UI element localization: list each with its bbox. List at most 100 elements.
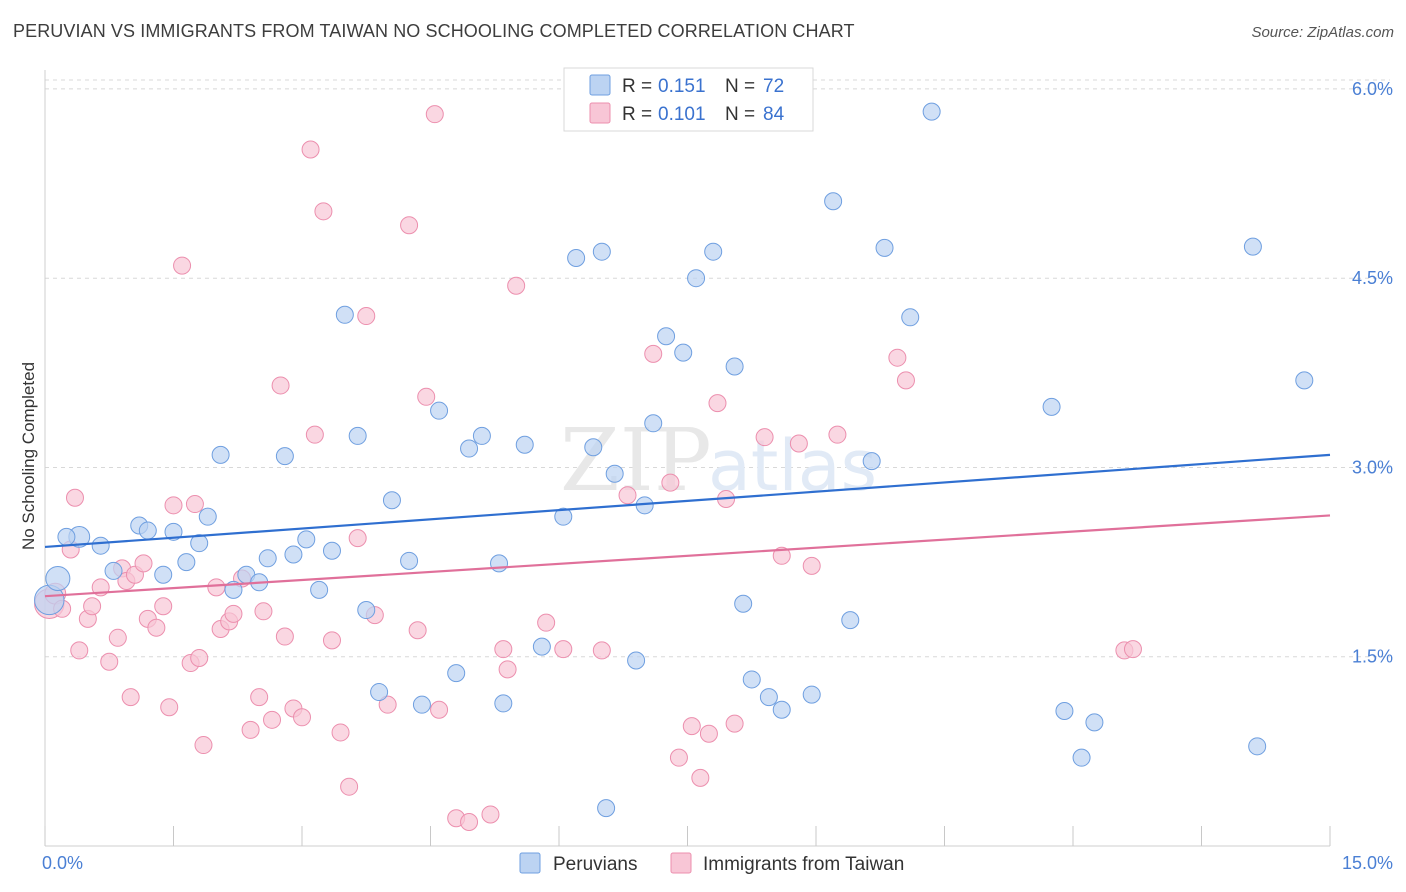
legend-n-label-1: N = [725, 104, 755, 125]
point-taiwan-21 [173, 256, 192, 275]
y-tick-label-2: 4.5% [1352, 268, 1393, 288]
point-taiwan-10 [108, 628, 127, 647]
legend-r-label-1: R = [622, 104, 652, 125]
point-taiwan-48 [378, 695, 397, 714]
point-taiwan-61 [554, 640, 573, 659]
point-taiwan-46 [357, 307, 376, 326]
point-taiwan-7 [83, 597, 102, 616]
point-peruvians-59 [862, 452, 881, 471]
point-peruvians-42 [597, 799, 616, 818]
point-taiwan-72 [725, 714, 744, 733]
series-taiwan-points [34, 105, 1142, 832]
point-taiwan-40 [305, 425, 324, 444]
point-taiwan-73 [755, 428, 774, 447]
point-taiwan-75 [789, 434, 808, 453]
point-peruvians-9 [164, 522, 183, 541]
bottom-legend-label-peruvians: Peruvians [553, 854, 638, 875]
point-taiwan-44 [340, 777, 359, 796]
point-taiwan-50 [408, 621, 427, 640]
chart-title: PERUVIAN VS IMMIGRANTS FROM TAIWAN NO SC… [13, 21, 855, 41]
point-peruvians-55 [772, 700, 791, 719]
point-peruvians-21 [310, 580, 329, 599]
point-taiwan-60 [537, 613, 556, 632]
y-tick-label-1: 3.0% [1352, 457, 1393, 477]
point-peruvians-1 [45, 565, 71, 592]
y-axis-title: No Schooling Completed [19, 362, 38, 550]
trend-line-peruvians [44, 453, 1331, 549]
point-peruvians-25 [357, 601, 376, 620]
point-peruvians-61 [901, 308, 920, 327]
bottom-legend: Peruvians Immigrants from Taiwan [519, 852, 904, 875]
point-taiwan-24 [190, 648, 209, 667]
point-peruvians-47 [657, 327, 676, 346]
series-peruvians-points [34, 102, 1314, 818]
point-taiwan-42 [322, 631, 341, 650]
point-peruvians-44 [627, 651, 646, 670]
point-taiwan-49 [400, 216, 419, 235]
point-taiwan-51 [417, 387, 436, 406]
point-taiwan-62 [592, 641, 611, 660]
point-peruvians-51 [725, 357, 744, 376]
point-taiwan-70 [708, 394, 727, 413]
point-taiwan-79 [896, 371, 915, 390]
point-peruvians-29 [412, 695, 431, 714]
point-peruvians-58 [841, 611, 860, 630]
point-peruvians-65 [1072, 748, 1091, 767]
point-peruvians-11 [190, 534, 209, 553]
point-taiwan-52 [425, 105, 444, 124]
trend-line-taiwan [44, 514, 1331, 598]
x-tick-label-1: 15.0% [1342, 853, 1393, 873]
point-taiwan-59 [507, 276, 526, 295]
point-peruvians-52 [734, 594, 753, 613]
point-peruvians-36 [515, 435, 534, 454]
point-peruvians-34 [490, 554, 509, 573]
point-taiwan-77 [828, 425, 847, 444]
point-peruvians-18 [275, 447, 294, 466]
point-peruvians-17 [258, 549, 277, 568]
point-taiwan-43 [331, 723, 350, 742]
point-taiwan-78 [888, 348, 907, 367]
point-peruvians-23 [335, 305, 354, 324]
point-taiwan-35 [271, 376, 290, 395]
point-taiwan-29 [224, 604, 243, 623]
point-taiwan-23 [185, 495, 204, 514]
bottom-legend-swatch-peruvians [519, 852, 541, 874]
point-peruvians-49 [687, 269, 706, 288]
point-peruvians-43 [605, 464, 624, 483]
y-tick-label-3: 6.0% [1352, 79, 1393, 99]
point-peruvians-38 [554, 507, 573, 526]
point-peruvians-7 [138, 521, 157, 540]
point-taiwan-26 [207, 578, 226, 597]
point-taiwan-53 [430, 700, 449, 719]
point-peruvians-48 [674, 343, 693, 362]
point-taiwan-81 [1123, 640, 1142, 659]
point-taiwan-65 [661, 473, 680, 492]
point-taiwan-5 [70, 641, 89, 660]
legend-n-value-1: 84 [763, 104, 785, 125]
point-peruvians-31 [447, 664, 466, 683]
point-taiwan-9 [100, 652, 119, 671]
bottom-legend-swatch-taiwan [670, 852, 692, 874]
point-peruvians-62 [922, 102, 941, 121]
legend-r-value-0: 0.151 [658, 76, 706, 97]
legend-r-value-1: 0.101 [658, 104, 706, 125]
point-taiwan-18 [154, 597, 173, 616]
point-peruvians-24 [348, 426, 367, 445]
point-taiwan-17 [147, 618, 166, 637]
point-peruvians-41 [592, 242, 611, 261]
point-peruvians-37 [532, 637, 551, 656]
point-taiwan-33 [254, 602, 273, 621]
point-peruvians-32 [460, 439, 479, 458]
point-peruvians-12 [198, 507, 217, 526]
point-peruvians-13 [211, 445, 230, 464]
point-taiwan-45 [348, 529, 367, 548]
x-ticks [44, 826, 1331, 846]
point-taiwan-68 [691, 768, 710, 787]
point-taiwan-55 [460, 813, 479, 832]
y-tick-labels: 1.5% 3.0% 4.5% 6.0% [1352, 79, 1393, 667]
legend-swatch-taiwan [589, 102, 611, 124]
point-taiwan-36 [275, 627, 294, 646]
point-peruvians-4 [91, 536, 110, 555]
point-peruvians-26 [370, 683, 389, 702]
point-taiwan-31 [241, 720, 260, 739]
